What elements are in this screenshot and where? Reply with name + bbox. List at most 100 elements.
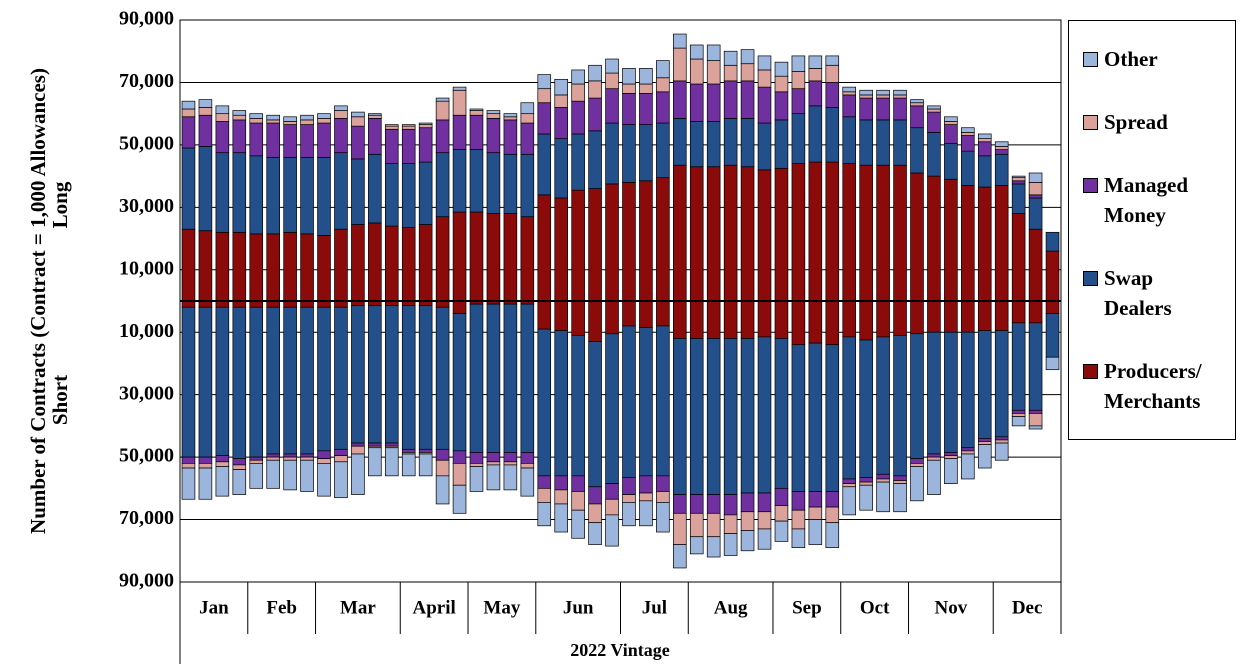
bar-segment xyxy=(520,463,535,469)
month-label: Mar xyxy=(340,597,376,618)
bar-segment xyxy=(571,334,585,477)
bar-segment xyxy=(673,164,687,302)
bar-segment xyxy=(232,306,247,460)
bar-segment xyxy=(283,124,297,158)
bar-segment xyxy=(232,119,247,154)
bar-segment xyxy=(1011,416,1026,427)
bar-segment xyxy=(774,119,789,169)
bar-segment xyxy=(334,152,348,230)
bar-segment xyxy=(351,111,365,118)
bar-segment xyxy=(588,64,602,82)
bar-segment xyxy=(605,183,619,302)
bar-segment xyxy=(1028,182,1043,196)
bar-segment xyxy=(232,152,247,233)
bar-segment xyxy=(401,448,416,453)
month-label: May xyxy=(483,597,520,618)
bar-segment xyxy=(300,157,314,235)
bar-segment xyxy=(469,114,484,150)
bar-segment xyxy=(435,100,450,121)
bar-segment xyxy=(266,119,280,124)
bar-segment xyxy=(994,185,1009,302)
bar-segment xyxy=(435,459,450,477)
y-axis-label: Number of Contracts (Contract = 1,000 Al… xyxy=(26,68,50,534)
bar-segment xyxy=(927,105,941,110)
bar-segment xyxy=(656,502,670,533)
bar-segment xyxy=(944,300,958,333)
month-label: Jul xyxy=(642,597,667,618)
bar-segment xyxy=(622,325,636,478)
bar-segment xyxy=(571,100,585,135)
bar-segment xyxy=(977,330,992,439)
legend-label: Producers/ Merchants xyxy=(1104,359,1202,414)
bar-segment xyxy=(215,113,230,122)
bar-segment xyxy=(876,473,890,480)
bar-segment xyxy=(825,64,840,83)
bar-segment xyxy=(893,334,907,477)
bar-segment xyxy=(689,512,704,538)
legend-swatch xyxy=(1083,114,1098,130)
bar-segment xyxy=(215,121,230,154)
bar-segment xyxy=(842,300,857,338)
bar-segment xyxy=(689,166,704,302)
bar-segment xyxy=(605,88,619,124)
bar-segment xyxy=(808,491,823,508)
y-tick-label: 30,000 xyxy=(119,195,174,217)
bar-segment xyxy=(994,439,1009,444)
bar-segment xyxy=(961,150,975,186)
bar-segment xyxy=(961,185,975,302)
bar-segment xyxy=(266,233,280,302)
bar-segment xyxy=(791,163,806,302)
bar-segment xyxy=(876,97,890,121)
bar-segment xyxy=(181,116,196,149)
bar-segment xyxy=(927,453,941,458)
bar-segment xyxy=(791,71,806,90)
bar-segment xyxy=(249,117,264,124)
bar-segment xyxy=(503,464,518,491)
bar-segment xyxy=(656,300,670,327)
bar-segment xyxy=(469,463,484,467)
bar-segment xyxy=(723,50,738,66)
bar-segment xyxy=(334,448,348,456)
bar-segment xyxy=(181,228,196,302)
bar-segment xyxy=(740,63,755,82)
bar-segment xyxy=(673,544,687,569)
bar-segment xyxy=(605,514,619,547)
bar-segment xyxy=(825,82,840,108)
bar-segment xyxy=(825,344,840,492)
bar-segment xyxy=(368,447,382,477)
bar-segment xyxy=(537,194,552,302)
bar-segment xyxy=(554,197,568,302)
bar-segment xyxy=(774,61,789,77)
y-tick-label: 90,000 xyxy=(119,570,174,592)
bar-segment xyxy=(452,89,467,116)
bar-segment xyxy=(825,107,840,163)
bar-segment xyxy=(757,528,772,550)
bar-segment xyxy=(757,336,772,494)
bar-segment xyxy=(622,93,636,125)
bar-segment xyxy=(384,305,399,444)
bar-segment xyxy=(520,122,535,155)
bar-segment xyxy=(435,97,450,102)
bar-segment xyxy=(418,122,433,125)
bar-segment xyxy=(334,461,348,499)
bar-segment xyxy=(961,300,975,333)
bar-segment xyxy=(842,336,857,480)
bar-segment xyxy=(961,132,975,136)
bar-segment xyxy=(317,157,331,236)
bar-segment xyxy=(622,494,636,503)
bar-segment xyxy=(944,121,958,125)
bar-segment xyxy=(808,519,823,545)
bar-segment xyxy=(927,108,941,113)
bar-segment xyxy=(469,303,484,453)
bar-segment xyxy=(198,306,213,458)
bar-segment xyxy=(1011,300,1026,324)
bar-segment xyxy=(622,502,636,527)
bar-segment xyxy=(401,227,416,302)
bar-segment xyxy=(317,113,331,119)
bar-segment xyxy=(673,494,687,514)
y-tick-label: 10,000 xyxy=(119,320,174,342)
bar-segment xyxy=(283,231,297,302)
bar-segment xyxy=(893,480,907,484)
legend: Other Spread Managed Money Swap Dealers Prod… xyxy=(1068,20,1236,440)
bar-segment xyxy=(944,116,958,122)
